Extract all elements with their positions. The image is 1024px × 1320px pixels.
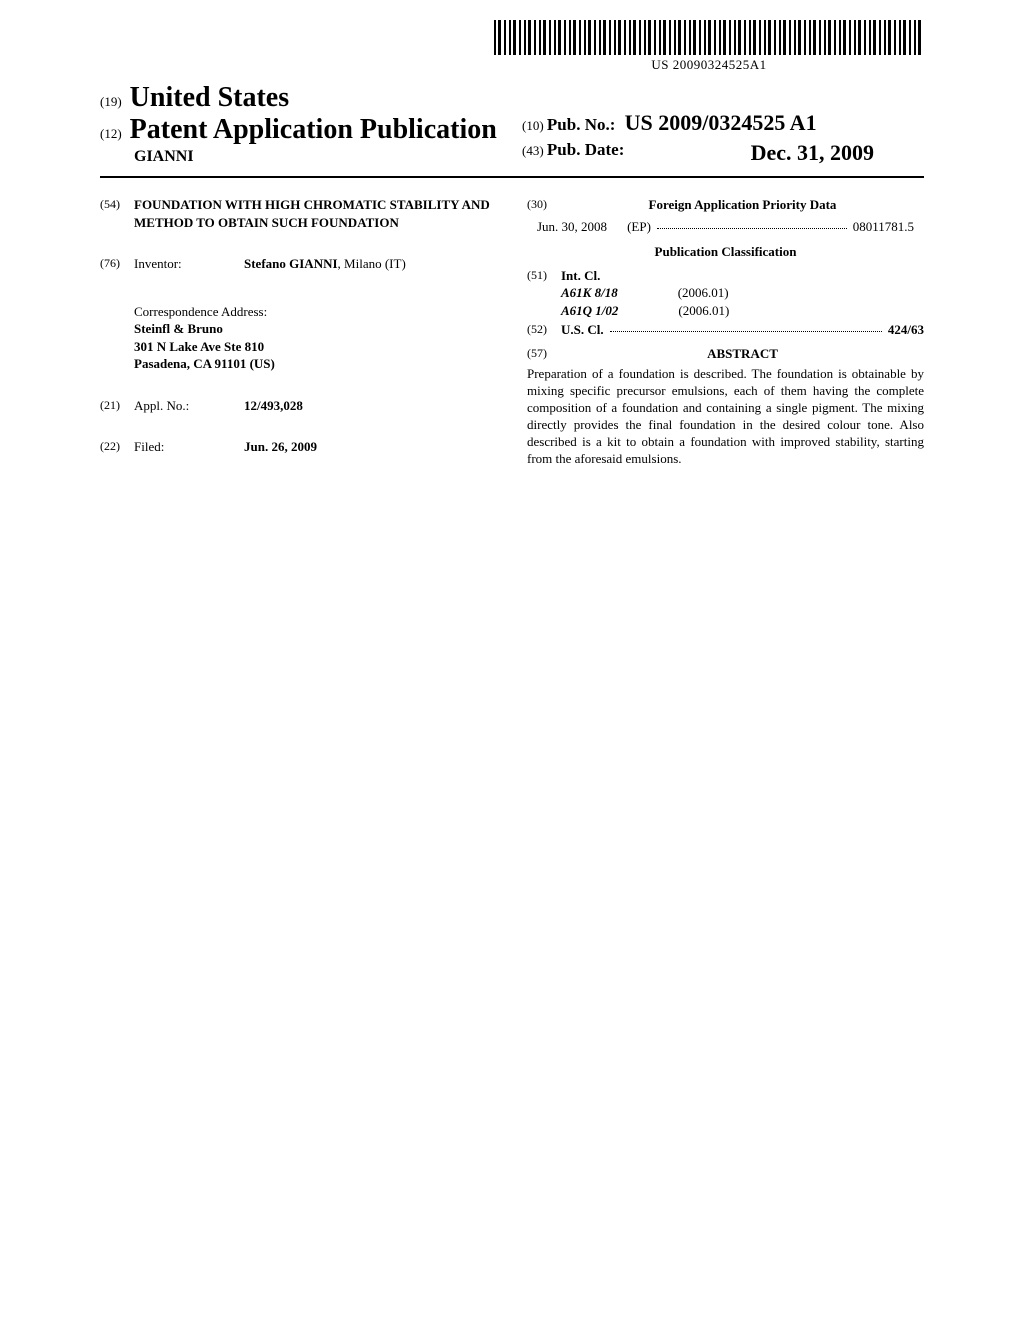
header-left: (19) United States (12) Patent Applicati… xyxy=(100,82,502,166)
foreign-priority-row: Jun. 30, 2008 (EP) 08011781.5 xyxy=(527,218,924,236)
filed-label: Filed: xyxy=(134,438,244,456)
filed-row: (22) Filed: Jun. 26, 2009 xyxy=(100,438,497,456)
code-76: (76) xyxy=(100,255,134,273)
header-row: (19) United States (12) Patent Applicati… xyxy=(100,82,924,166)
pub-no-label: Pub. No.: xyxy=(547,115,615,134)
inventor-row: (76) Inventor: Stefano GIANNI, Milano (I… xyxy=(100,255,497,273)
foreign-date: Jun. 30, 2008 xyxy=(537,218,607,236)
filed-value: Jun. 26, 2009 xyxy=(244,438,497,456)
foreign-header-row: (30) Foreign Application Priority Data xyxy=(527,196,924,214)
country: United States xyxy=(130,82,289,113)
dots-icon xyxy=(610,321,882,332)
code-10: (10) xyxy=(522,118,544,133)
code-51: (51) xyxy=(527,267,561,285)
inventor-label: Inventor: xyxy=(134,255,244,273)
barcode-lines xyxy=(494,20,924,55)
foreign-country: (EP) xyxy=(627,218,651,236)
inventor-name: Stefano GIANNI xyxy=(244,256,338,271)
foreign-number: 08011781.5 xyxy=(853,218,914,236)
int-cl-label: Int. Cl. xyxy=(561,267,600,285)
corr-label: Correspondence Address: xyxy=(134,303,497,321)
code-19: (19) xyxy=(100,94,122,109)
us-cl-label: U.S. Cl. xyxy=(561,321,604,339)
int-cl-1: A61K 8/18 xyxy=(561,284,618,302)
title-row: (54) FOUNDATION WITH HIGH CHROMATIC STAB… xyxy=(100,196,497,231)
pub-date-line: (43) Pub. Date: Dec. 31, 2009 xyxy=(522,140,924,160)
appl-no-label: Appl. No.: xyxy=(134,397,244,415)
abstract-text: Preparation of a foundation is described… xyxy=(527,366,924,467)
us-cl-value: 424/63 xyxy=(888,321,924,339)
pub-no-value: US 2009/0324525 A1 xyxy=(625,110,817,135)
corr-line1: Steinfl & Bruno xyxy=(134,320,497,338)
us-cl-row: (52) U.S. Cl. 424/63 xyxy=(527,321,924,339)
code-30: (30) xyxy=(527,196,561,214)
patent-page: US 20090324525A1 (19) United States (12)… xyxy=(0,0,1024,510)
foreign-header: Foreign Application Priority Data xyxy=(561,196,924,214)
barcode-area: US 20090324525A1 xyxy=(100,20,924,74)
correspondence-address: Correspondence Address: Steinfl & Bruno … xyxy=(134,303,497,373)
code-57: (57) xyxy=(527,345,561,363)
invention-title: FOUNDATION WITH HIGH CHROMATIC STABILITY… xyxy=(134,196,497,231)
country-line: (19) United States xyxy=(100,82,502,114)
pub-no-line: (10) Pub. No.: US 2009/0324525 A1 xyxy=(522,110,924,136)
applicant-name: GIANNI xyxy=(134,148,502,166)
int-cl-line-2: A61Q 1/02 (2006.01) xyxy=(561,302,924,320)
int-cl-2-year: (2006.01) xyxy=(678,302,729,320)
code-22: (22) xyxy=(100,438,134,456)
int-cl-2: A61Q 1/02 xyxy=(561,302,618,320)
int-cl-1-year: (2006.01) xyxy=(678,284,729,302)
int-cl-codes: A61K 8/18 (2006.01) A61Q 1/02 (2006.01) xyxy=(561,284,924,319)
corr-line2: 301 N Lake Ave Ste 810 xyxy=(134,338,497,356)
code-43: (43) xyxy=(522,143,544,158)
right-column: (30) Foreign Application Priority Data J… xyxy=(527,196,924,470)
left-column: (54) FOUNDATION WITH HIGH CHROMATIC STAB… xyxy=(100,196,497,470)
code-21: (21) xyxy=(100,397,134,415)
inventor-location: , Milano (IT) xyxy=(338,256,406,271)
code-12: (12) xyxy=(100,126,122,141)
header-right: (10) Pub. No.: US 2009/0324525 A1 (43) P… xyxy=(502,110,924,166)
int-cl-line-1: A61K 8/18 (2006.01) xyxy=(561,284,924,302)
inventor-value: Stefano GIANNI, Milano (IT) xyxy=(244,255,497,273)
pub-type-line: (12) Patent Application Publication xyxy=(100,114,502,146)
pub-date-label: Pub. Date: xyxy=(547,140,624,159)
pub-class-header: Publication Classification xyxy=(527,243,924,261)
int-cl-row: (51) Int. Cl. xyxy=(527,267,924,285)
abstract-header: ABSTRACT xyxy=(561,345,924,363)
pub-type: Patent Application Publication xyxy=(130,114,497,145)
pub-date-value: Dec. 31, 2009 xyxy=(751,140,874,166)
divider xyxy=(100,176,924,178)
content-columns: (54) FOUNDATION WITH HIGH CHROMATIC STAB… xyxy=(100,196,924,470)
abstract-header-row: (57) ABSTRACT xyxy=(527,345,924,363)
barcode-text: US 20090324525A1 xyxy=(494,57,924,73)
code-52: (52) xyxy=(527,321,561,339)
code-54: (54) xyxy=(100,196,134,231)
corr-line3: Pasadena, CA 91101 (US) xyxy=(134,355,497,373)
appl-no-row: (21) Appl. No.: 12/493,028 xyxy=(100,397,497,415)
barcode: US 20090324525A1 xyxy=(494,20,924,73)
dots-icon xyxy=(657,218,847,229)
appl-no-value: 12/493,028 xyxy=(244,397,497,415)
